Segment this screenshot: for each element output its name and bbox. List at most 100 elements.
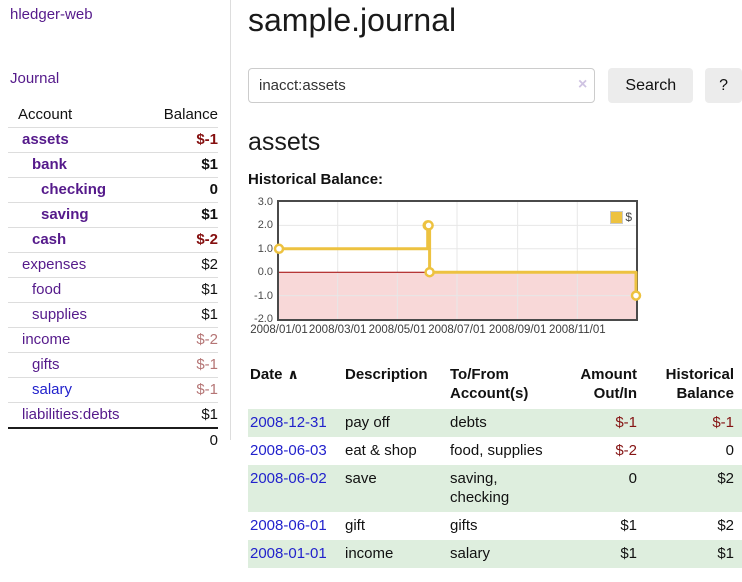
transaction-date-link[interactable]: 2008-06-03	[250, 442, 327, 459]
transaction-row: 2008-06-03 eat & shop food, supplies $-2 0	[248, 437, 742, 465]
account-link[interactable]: supplies	[32, 306, 88, 323]
account-link[interactable]: food	[32, 281, 62, 298]
account-link[interactable]: gifts	[32, 356, 60, 373]
account-link[interactable]: assets	[22, 131, 69, 148]
transaction-date-link[interactable]: 2008-06-02	[250, 470, 327, 487]
transaction-description-cell: save	[345, 470, 377, 487]
transaction-description-cell: eat & shop	[345, 442, 417, 459]
search-button[interactable]: Search	[608, 68, 694, 103]
balance-chart: $ 3.0 2.0 1.0 0.0 -1.0 -2.0 2008/01/01 2008/03…	[248, 196, 642, 344]
account-link[interactable]: expenses	[22, 256, 87, 273]
register-table: Date ∧ Description To/From Account(s) Amo…	[248, 363, 742, 568]
account-balance: 0	[138, 177, 218, 203]
account-row: income $-2	[8, 327, 218, 353]
account-link[interactable]: checking	[41, 181, 107, 198]
sort-ascending-icon: ∧	[287, 366, 299, 382]
transaction-row: 2008-01-01 income salary $1 $1	[248, 540, 742, 568]
account-tree-body: assets $-1 bank $1 checking 0 saving $1 cash $-2 e…	[8, 127, 218, 453]
transaction-date-link[interactable]: 2008-01-01	[250, 545, 327, 562]
account-balance: $1	[138, 277, 218, 303]
account-link[interactable]: salary	[32, 381, 73, 398]
transaction-amount-cell: $-1	[615, 414, 637, 431]
account-row: cash $-2	[8, 227, 218, 253]
transaction-accounts-cell: saving, checking	[450, 470, 510, 506]
transaction-accounts-cell: food, supplies	[450, 442, 543, 459]
y-tick-label: 2.0	[257, 219, 273, 232]
search-form: × Search ?	[248, 68, 742, 103]
transaction-balance-cell: $2	[717, 470, 734, 487]
transaction-description-cell: pay off	[345, 414, 390, 431]
transaction-balance-cell: $2	[717, 517, 734, 534]
account-tree: Account Balance assets $-1 bank $1 checking 0…	[8, 103, 218, 453]
account-balance: $1	[138, 402, 218, 428]
balance-column-header: Balance	[163, 106, 218, 123]
transaction-date-cell: 2008-06-01	[248, 512, 345, 540]
y-tick-label: -2.0	[254, 313, 273, 325]
transaction-row: 2008-12-31 pay off debts $-1 $-1	[248, 409, 742, 437]
transaction-accounts-cell: debts	[450, 414, 487, 431]
total-row: 0	[8, 427, 218, 453]
account-link[interactable]: saving	[41, 206, 89, 223]
account-balance: $2	[138, 252, 218, 278]
transaction-amount-cell: 0	[628, 470, 637, 487]
x-tick-label: 2008/09/01	[488, 324, 547, 336]
chart-legend: $	[610, 210, 632, 224]
help-button[interactable]: ?	[705, 68, 742, 103]
transaction-balance-cell: 0	[725, 442, 734, 459]
transaction-description-cell: income	[345, 545, 394, 562]
transaction-amount-cell: $-2	[615, 442, 637, 459]
sidebar-item-journal[interactable]: Journal	[10, 70, 60, 87]
transaction-description-cell: gift	[345, 517, 366, 534]
transaction-accounts-cell: salary	[450, 545, 491, 562]
account-balance: $-1	[138, 377, 218, 403]
transaction-amount-cell: $1	[620, 517, 637, 534]
description-column-header: Description	[345, 366, 428, 383]
chart-title: Historical Balance:	[248, 171, 384, 188]
account-row: saving $1	[8, 202, 218, 228]
y-tick-label: 0.0	[257, 266, 273, 279]
account-balance: $1	[138, 302, 218, 328]
app-title-link[interactable]: hledger-web	[10, 6, 93, 23]
transaction-balance-cell: $1	[717, 545, 734, 562]
chart-plot-area[interactable]: $	[273, 200, 642, 321]
transaction-date-cell: 2008-06-03	[248, 437, 345, 465]
accounts-column-header: To/From Account(s)	[450, 366, 529, 402]
x-tick-label: 2008/03/01	[308, 324, 367, 336]
clear-search-icon[interactable]: ×	[578, 76, 588, 93]
y-tick-label: 3.0	[257, 196, 273, 208]
y-tick-label: 1.0	[257, 242, 273, 255]
x-tick-label: 2008/05/01	[368, 324, 427, 336]
account-link[interactable]: cash	[32, 231, 67, 248]
account-link[interactable]: liabilities:debts	[22, 406, 120, 423]
transaction-date-cell: 2008-12-31	[248, 409, 345, 437]
total-balance: 0	[138, 427, 218, 453]
transaction-accounts-cell: gifts	[450, 517, 478, 534]
amount-column-header: Amount Out/In	[580, 366, 637, 402]
search-input[interactable]	[248, 68, 596, 103]
account-balance: $-2	[138, 327, 218, 353]
main-content: sample.journal × Search ? assets Histori…	[248, 0, 742, 568]
transaction-row: 2008-06-02 save saving, checking 0 $2	[248, 465, 742, 512]
date-column-header[interactable]: Date ∧	[250, 366, 299, 383]
balance-column-header-main: Historical Balance	[665, 366, 734, 402]
transaction-date-link[interactable]: 2008-06-01	[250, 517, 327, 534]
transaction-date-cell: 2008-06-02	[248, 465, 345, 512]
account-link[interactable]: income	[22, 331, 71, 348]
transaction-amount-cell: $1	[620, 545, 637, 562]
account-balance: $-1	[138, 127, 218, 153]
register-body: 2008-12-31 pay off debts $-1 $-1 2008-06-03 ea…	[248, 409, 742, 568]
account-row: salary $-1	[8, 377, 218, 403]
chart-svg	[273, 202, 642, 319]
account-row: bank $1	[8, 152, 218, 178]
account-row: expenses $2	[8, 252, 218, 278]
account-row: checking 0	[8, 177, 218, 203]
account-heading: assets	[248, 128, 321, 156]
account-balance: $1	[138, 202, 218, 228]
y-tick-label: -1.0	[254, 289, 273, 302]
x-tick-label: 2008/07/01	[428, 324, 486, 336]
transaction-date-link[interactable]: 2008-12-31	[250, 414, 327, 431]
account-balance: $-1	[138, 352, 218, 378]
account-link[interactable]: bank	[32, 156, 68, 173]
x-tick-label: 2008/11/01	[548, 324, 606, 336]
transaction-row: 2008-06-01 gift gifts $1 $2	[248, 512, 742, 540]
